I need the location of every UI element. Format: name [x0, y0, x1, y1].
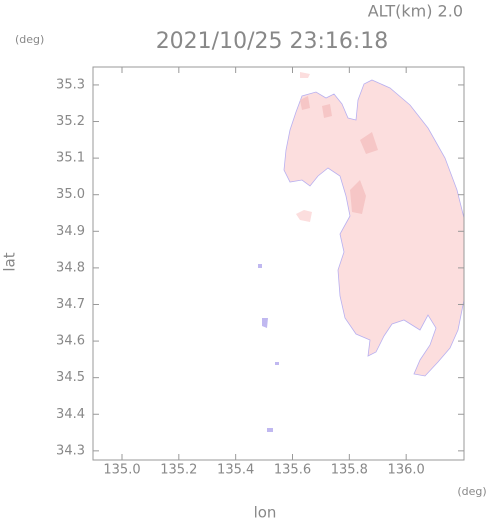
- x-tick-label: 135.6: [274, 463, 311, 478]
- y-tick-label: 34.5: [56, 370, 85, 385]
- x-unit: (deg): [457, 485, 486, 498]
- plot-frame: [92, 66, 465, 461]
- y-tick-label: 35.1: [56, 151, 85, 166]
- y-tick-label: 34.3: [56, 443, 85, 458]
- y-tick-label: 34.4: [56, 407, 85, 422]
- x-tick-label: 135.0: [103, 463, 140, 478]
- radar-field: [258, 72, 465, 432]
- x-axis-label: lon: [254, 504, 277, 521]
- y-tick-label: 34.9: [56, 224, 85, 239]
- y-tick-label: 35.0: [56, 187, 85, 202]
- y-unit: (deg): [15, 33, 44, 46]
- x-tick-label: 136.0: [388, 463, 425, 478]
- x-tick-label: 135.8: [331, 463, 368, 478]
- altitude-label: ALT(km) 2.0: [368, 2, 463, 21]
- y-tick-label: 35.3: [56, 77, 85, 92]
- y-tick-label: 34.6: [56, 334, 85, 349]
- chart-title: 2021/10/25 23:16:18: [156, 29, 389, 54]
- x-tick-label: 135.4: [217, 463, 254, 478]
- y-axis-label: lat: [1, 252, 19, 271]
- y-tick-label: 34.7: [56, 297, 85, 312]
- y-tick-label: 34.8: [56, 260, 85, 275]
- y-tick-label: 35.2: [56, 114, 85, 129]
- x-tick-label: 135.2: [160, 463, 197, 478]
